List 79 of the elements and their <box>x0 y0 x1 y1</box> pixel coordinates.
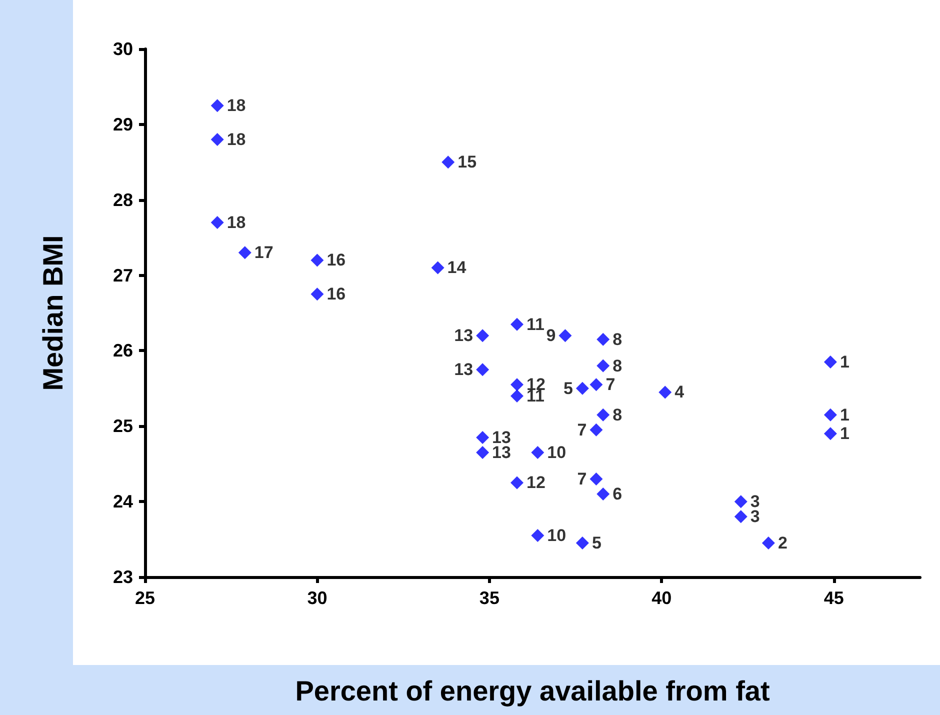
point <box>476 329 490 342</box>
annotation: 18 <box>226 212 246 232</box>
point <box>824 408 837 422</box>
point <box>310 288 324 301</box>
annotation: 7 <box>606 375 616 394</box>
point <box>210 216 224 229</box>
point <box>596 332 610 346</box>
point <box>734 495 748 508</box>
annotation: 1 <box>840 352 850 372</box>
point <box>476 363 490 376</box>
y-axis-title: Median BMI <box>38 235 68 391</box>
x-tick-label: 35 <box>479 588 500 608</box>
x-axis-title: Percent of energy available from fat <box>295 676 770 706</box>
annotation: 15 <box>458 152 477 172</box>
annotation: 13 <box>454 360 474 380</box>
annotation: 7 <box>577 420 587 440</box>
y-tick-label: 28 <box>112 190 133 210</box>
annotation: 12 <box>526 473 546 492</box>
point <box>596 488 610 501</box>
point <box>531 446 544 460</box>
annotation: 1 <box>840 405 850 424</box>
annotation: 14 <box>447 258 467 278</box>
x-tick-label: 40 <box>652 588 672 608</box>
annotation: 10 <box>547 443 566 462</box>
annotation: 16 <box>326 284 346 304</box>
point <box>590 472 603 486</box>
y-tick-label: 29 <box>112 114 133 134</box>
point <box>310 254 324 267</box>
point <box>658 386 672 399</box>
point <box>590 378 603 392</box>
point <box>431 261 444 274</box>
point <box>210 99 224 112</box>
annotation: 10 <box>547 526 566 546</box>
annotation: 11 <box>526 314 544 334</box>
x-tick-label: 25 <box>134 588 156 608</box>
annotation: 13 <box>454 326 474 346</box>
annotation: 6 <box>612 484 622 504</box>
annotation: 8 <box>612 330 622 349</box>
point <box>762 536 775 550</box>
point <box>510 476 524 490</box>
y-tick-label: 26 <box>112 340 133 361</box>
point <box>824 427 837 440</box>
y-tick-label: 23 <box>112 567 133 587</box>
annotation: 16 <box>326 250 346 270</box>
annotation: 17 <box>254 243 274 262</box>
point <box>558 329 572 342</box>
point <box>596 408 610 422</box>
point <box>734 510 748 524</box>
point <box>510 389 524 402</box>
point <box>210 133 224 146</box>
annotation: 9 <box>546 326 556 346</box>
annotation: 1 <box>840 424 850 444</box>
point <box>576 536 589 550</box>
annotation: 2 <box>778 534 788 553</box>
point <box>510 318 524 331</box>
annotation: 4 <box>674 382 685 402</box>
annotation: 8 <box>612 405 622 424</box>
y-tick-label: 25 <box>112 416 133 436</box>
point <box>476 430 490 444</box>
y-tick-label: 30 <box>112 39 133 59</box>
point <box>590 423 603 436</box>
annotation: 5 <box>592 534 602 553</box>
point <box>510 378 524 392</box>
y-tick-label: 24 <box>112 492 133 512</box>
annotation: 8 <box>612 356 622 376</box>
x-tick-label: 45 <box>824 588 844 608</box>
annotation: 18 <box>226 130 246 150</box>
y-tick-label: 27 <box>112 265 133 286</box>
annotation: 18 <box>226 96 246 116</box>
point <box>476 446 490 460</box>
point <box>531 529 544 542</box>
x-tick-label: 30 <box>307 588 328 608</box>
point <box>442 156 455 169</box>
annotation: 5 <box>563 378 573 398</box>
point <box>596 359 610 372</box>
point <box>824 356 837 369</box>
point <box>576 382 589 395</box>
point <box>238 246 252 260</box>
annotation: 7 <box>577 469 587 488</box>
